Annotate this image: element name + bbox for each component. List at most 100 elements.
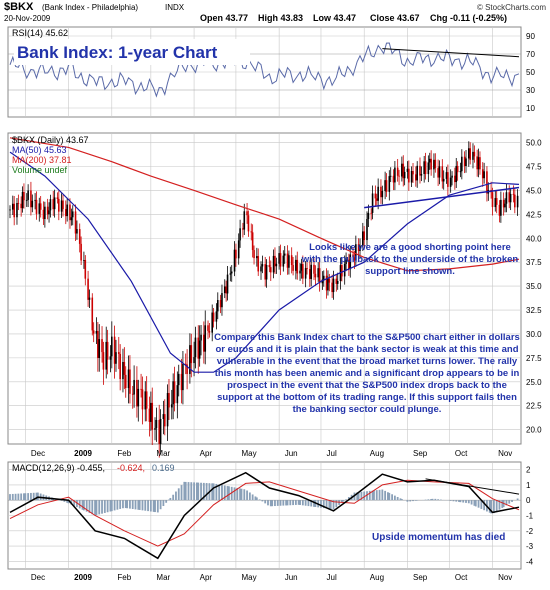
price-ticks: 50.047.545.042.540.037.535.032.530.027.5…	[526, 139, 542, 435]
header-date: 20-Nov-2009	[4, 14, 51, 23]
price-candle-body	[44, 207, 46, 219]
month-label: Sep	[413, 573, 428, 582]
macd-histogram-bar	[391, 494, 393, 500]
price-candle-body	[118, 352, 120, 354]
price-candle-body	[238, 240, 240, 258]
price-candle-body	[380, 187, 382, 197]
macd-histogram-bar	[379, 490, 381, 500]
price-candle-body	[376, 198, 378, 200]
ma200-label: MA(200) 37.81	[12, 155, 72, 165]
macd-histogram-bar	[190, 482, 192, 500]
price-tick-label: 35.0	[526, 282, 542, 291]
annotation-comparison: Compare this Bank Index chart to the S&P…	[214, 332, 520, 416]
macd-histogram-bar	[27, 493, 29, 500]
header-name: (Bank Index - Philadelphia)	[42, 3, 138, 12]
rsi-label: RSI(14) 45.62	[12, 28, 68, 38]
macd-histogram-bar	[213, 483, 215, 500]
macd-histogram-bar	[295, 500, 297, 505]
macd-ticks: 210-1-2-3-4	[526, 466, 534, 567]
macd-histogram-bar	[17, 494, 19, 501]
macd-histogram-bar	[282, 500, 284, 505]
price-candle-body	[402, 164, 404, 179]
month-label: 2009	[74, 573, 92, 582]
price-candle-body	[216, 311, 218, 321]
price-candle-body	[429, 159, 431, 163]
price-candle-body	[80, 244, 82, 261]
macd-tick-label: 1	[526, 481, 531, 490]
month-label: 2009	[74, 449, 92, 458]
rsi-tick-label: 50	[526, 68, 535, 77]
price-candle-body	[478, 157, 480, 169]
price-candle-body	[217, 300, 219, 311]
price-candle-body	[419, 166, 421, 176]
price-candle-body	[132, 394, 134, 395]
price-candle-body	[295, 260, 297, 271]
price-candle-body	[252, 232, 254, 250]
month-label: Jun	[285, 449, 298, 458]
price-candle-body	[122, 362, 124, 379]
price-candle-body	[167, 393, 169, 426]
macd-histogram-bar	[24, 493, 26, 500]
macd-histogram-bar	[83, 500, 85, 510]
macd-histogram-bar	[388, 493, 390, 500]
price-candle-body	[278, 253, 280, 264]
price-panel: $BKX (Daily) 43.67 MA(50) 45.63 MA(200) …	[8, 133, 542, 458]
price-candle-body	[110, 356, 112, 359]
price-candle-body	[457, 166, 459, 172]
macd-histogram-bar	[302, 500, 304, 505]
price-candle-body	[83, 260, 85, 261]
macd-histogram-bar	[178, 488, 180, 500]
macd-histogram-bar	[289, 500, 291, 505]
price-candle-body	[52, 199, 54, 209]
macd-histogram-bar	[425, 500, 427, 501]
macd-histogram-bar	[20, 493, 22, 500]
price-candle-body	[129, 369, 131, 393]
price-candle-body	[26, 200, 28, 201]
header-watermark: © StockCharts.com	[477, 3, 546, 12]
price-candle-body	[450, 178, 452, 187]
price-candle-body	[18, 203, 20, 204]
month-label: Oct	[455, 449, 468, 458]
price-tick-label: 50.0	[526, 139, 542, 148]
price-candle-body	[65, 209, 67, 216]
macd-histogram-bar	[376, 490, 378, 500]
price-candle-body	[468, 148, 470, 158]
macd-histogram-bar	[259, 499, 261, 500]
price-candle-body	[412, 171, 414, 174]
price-candle-body	[476, 156, 478, 169]
macd-histogram-bar	[144, 500, 146, 511]
price-candle-body	[213, 313, 215, 322]
macd-histogram-bar	[246, 491, 248, 501]
macd-histogram-bar	[221, 485, 223, 500]
price-candle-body	[125, 375, 127, 388]
price-candle-body	[204, 325, 206, 351]
macd-histogram-bar	[277, 500, 279, 506]
price-candle-body	[13, 204, 15, 217]
macd-histogram-bar	[234, 487, 236, 500]
rsi-tick-label: 90	[526, 32, 535, 41]
header: $BKX (Bank Index - Philadelphia) INDX © …	[4, 1, 546, 23]
price-candle-body	[510, 194, 512, 202]
price-candle-body	[85, 260, 87, 279]
macd-tick-label: -1	[526, 512, 534, 521]
macd-histogram-bar	[511, 500, 513, 502]
price-candle-body	[93, 330, 95, 333]
price-candle-body	[146, 391, 148, 408]
macd-histogram-bar	[98, 500, 100, 514]
macd-histogram-bar	[9, 494, 11, 500]
price-candle-body	[119, 354, 121, 379]
price-candle-body	[256, 256, 258, 258]
price-candle-body	[97, 331, 99, 358]
price-candle-body	[398, 176, 400, 177]
price-candle-body	[96, 331, 98, 334]
macd-tick-label: -4	[526, 557, 534, 566]
price-candle-body	[211, 313, 213, 333]
macd-histogram-bar	[427, 499, 429, 500]
price-candle-body	[38, 203, 40, 213]
price-candle-body	[384, 180, 386, 191]
price-candle-body	[30, 190, 32, 207]
price-candle-body	[61, 201, 63, 212]
price-tick-label: 27.5	[526, 354, 542, 363]
macd-panel: MACD(12,26,9) -0.455, -0.624, 0.169 Upsi…	[8, 462, 534, 569]
